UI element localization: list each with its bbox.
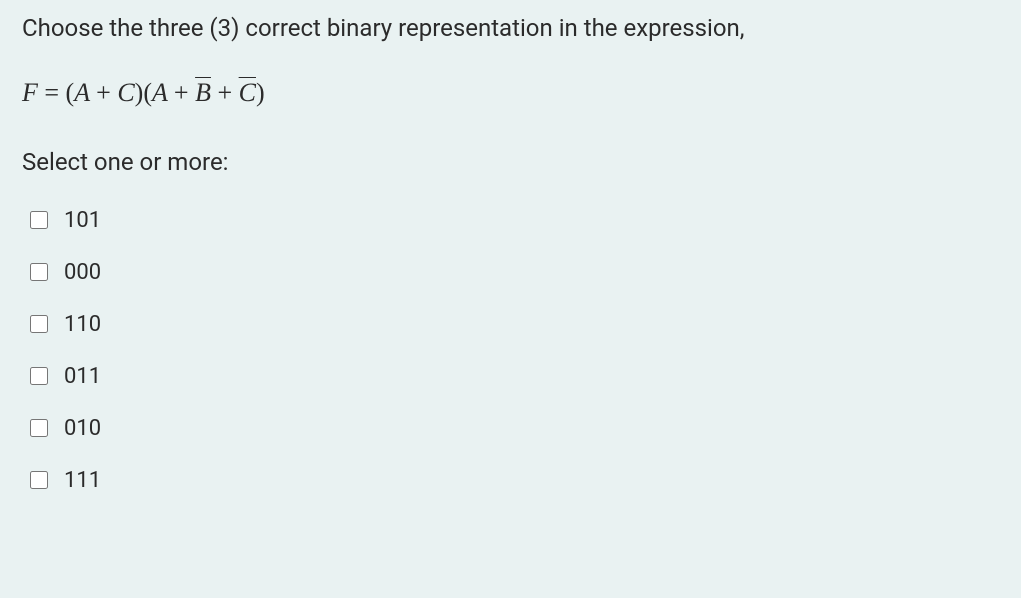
option-label: 010	[64, 416, 101, 441]
options-list: 101 000 110 011 010 111	[22, 194, 999, 506]
option-label: 000	[64, 260, 101, 285]
option-row[interactable]: 011	[22, 350, 999, 402]
option-label: 011	[64, 364, 101, 389]
option-label: 111	[64, 468, 101, 493]
option-checkbox[interactable]	[30, 367, 48, 385]
option-label: 101	[64, 208, 101, 233]
option-row[interactable]: 101	[22, 194, 999, 246]
question-text: Choose the three (3) correct binary repr…	[22, 14, 999, 42]
option-row[interactable]: 000	[22, 246, 999, 298]
select-prompt: Select one or more:	[22, 148, 999, 176]
option-checkbox[interactable]	[30, 471, 48, 489]
formula-expression: F = (A + C)(A + B + C)	[22, 78, 999, 108]
option-row[interactable]: 010	[22, 402, 999, 454]
option-label: 110	[64, 312, 101, 337]
option-row[interactable]: 110	[22, 298, 999, 350]
option-checkbox[interactable]	[30, 315, 48, 333]
option-checkbox[interactable]	[30, 211, 48, 229]
option-row[interactable]: 111	[22, 454, 999, 506]
option-checkbox[interactable]	[30, 419, 48, 437]
option-checkbox[interactable]	[30, 263, 48, 281]
